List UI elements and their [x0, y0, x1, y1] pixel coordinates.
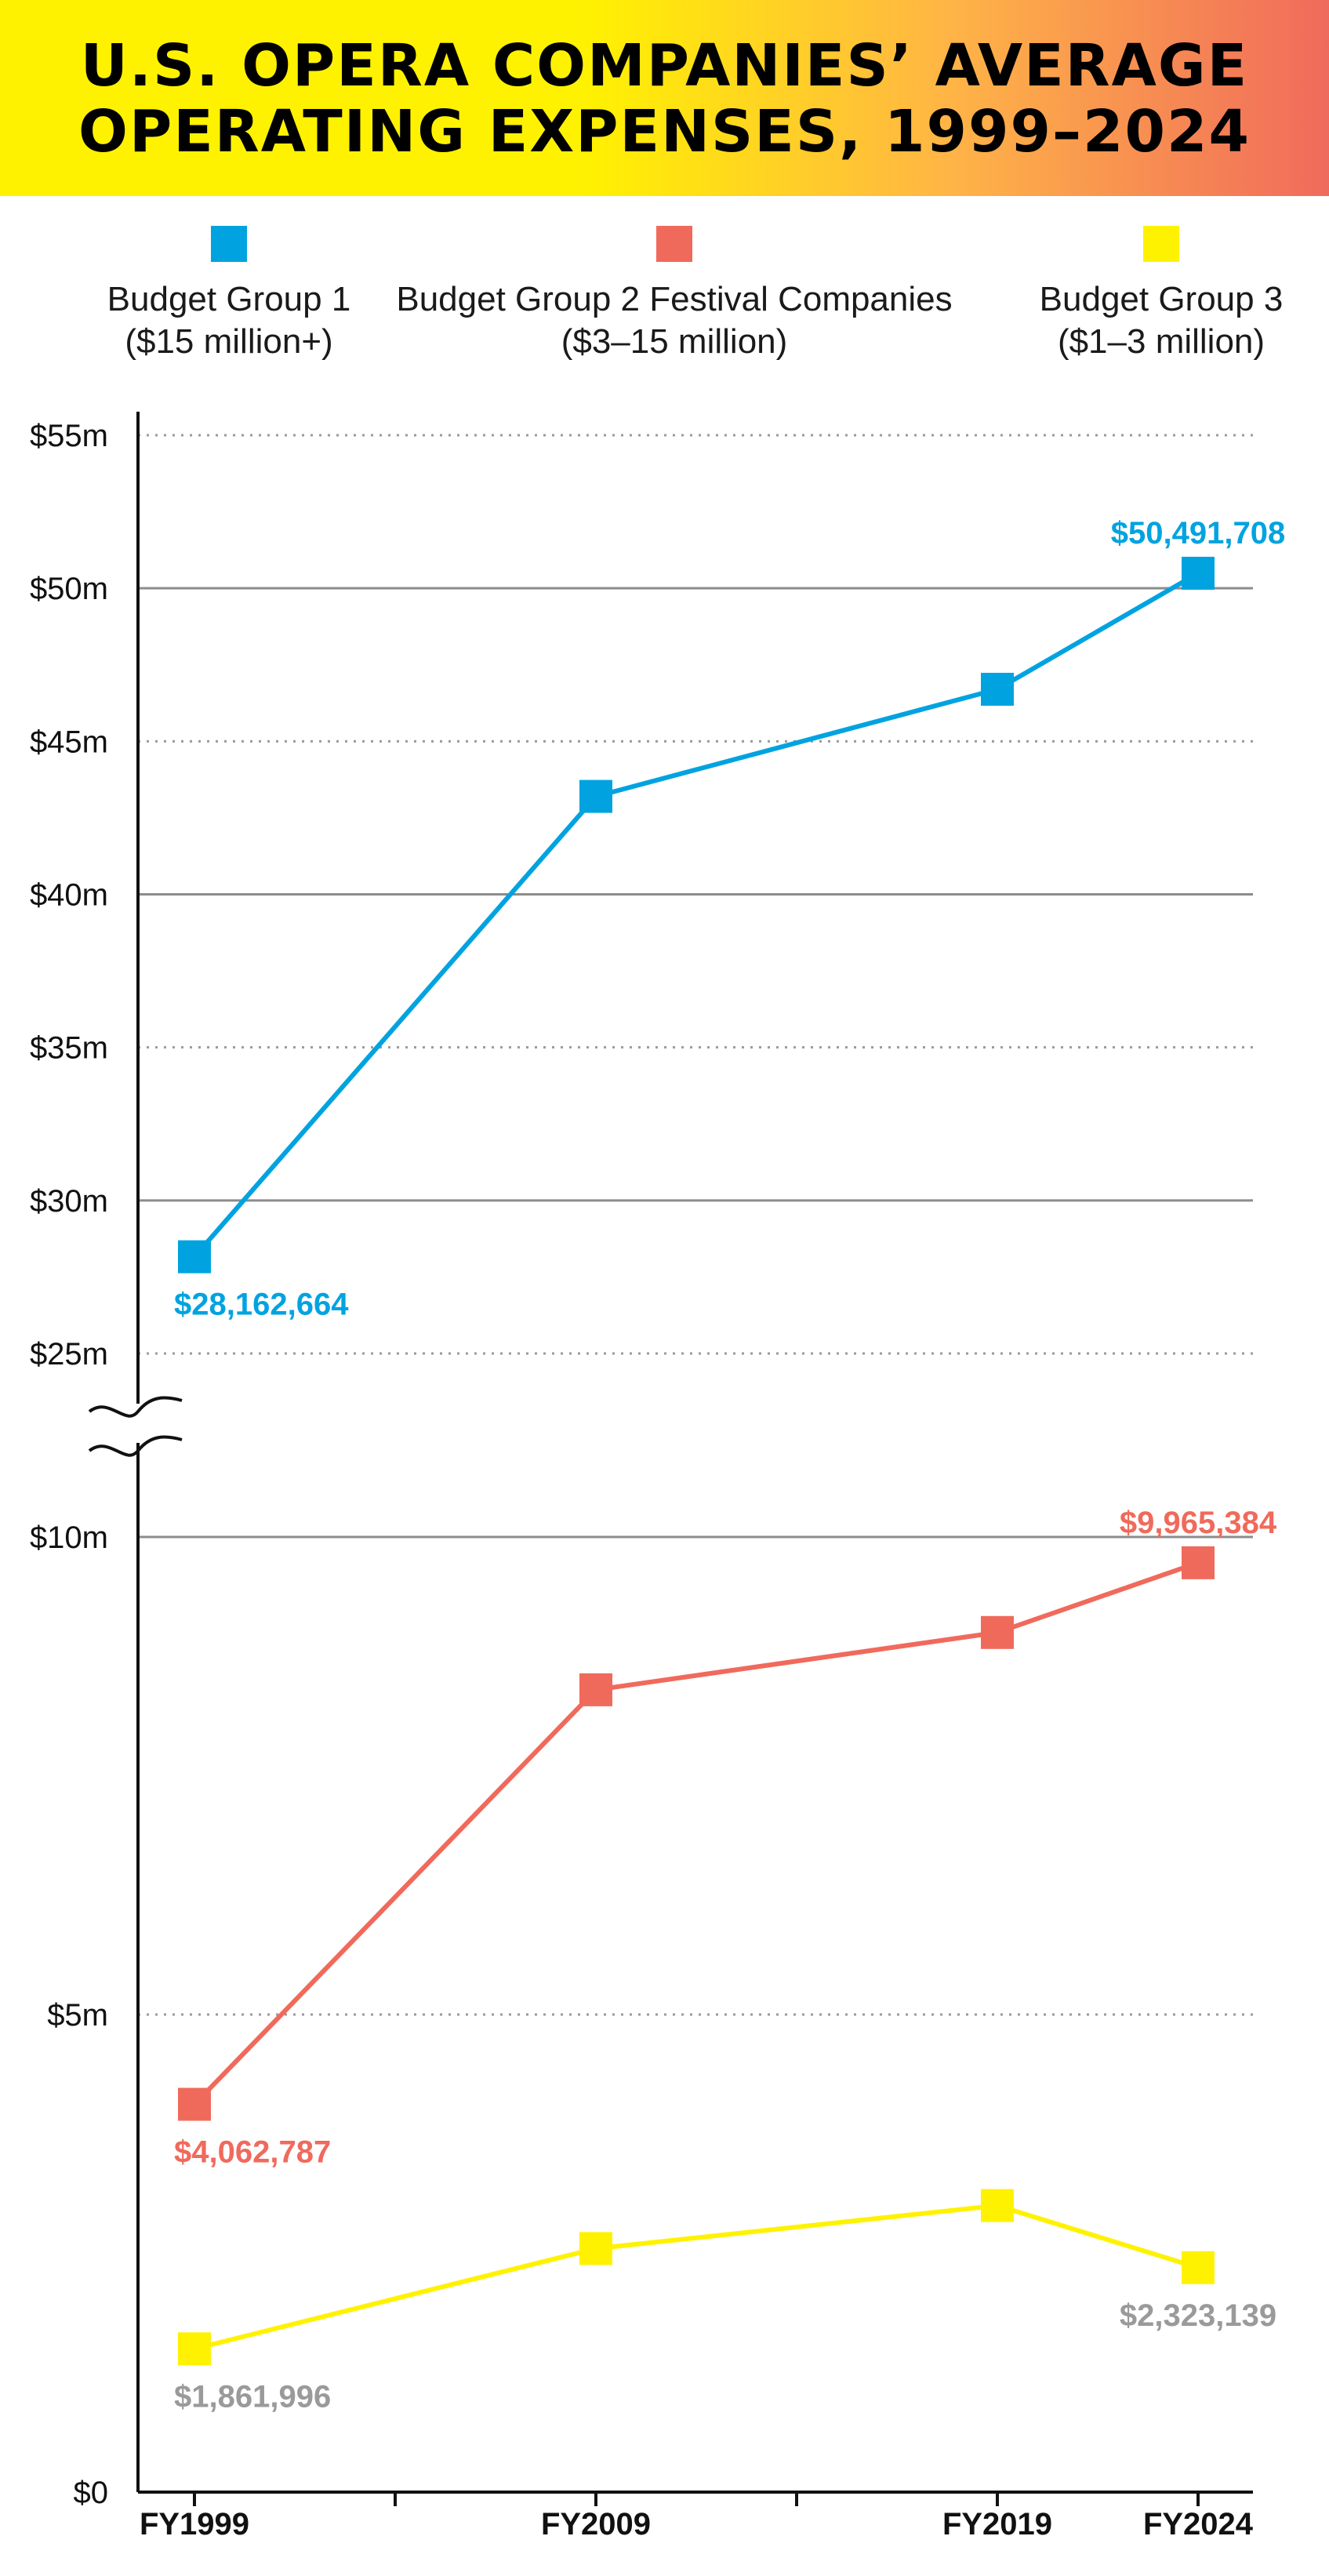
- legend-label-group-2: Budget Group 2 Festival Companies: [396, 280, 953, 318]
- data-point-group-2-fy1999: [178, 2087, 211, 2121]
- data-point-group-1-fy1999: [178, 1240, 211, 1273]
- data-label-group-1-fy2024: $50,491,708: [1111, 516, 1285, 550]
- x-tick-label-fy2019: FY2019: [942, 2507, 1052, 2541]
- data-point-group-2-fy2009: [579, 1673, 612, 1706]
- data-label-group-3-fy2024: $2,323,139: [1120, 2298, 1276, 2333]
- legend-swatch-group-2: [656, 226, 692, 262]
- series-line-group-2: [192, 1560, 1199, 2106]
- y-tick-label-5m: $5m: [47, 1998, 108, 2033]
- x-tick-label-fy2009: FY2009: [541, 2507, 651, 2541]
- legend-item-group-3: Budget Group 3 ($1–3 million): [879, 226, 1329, 364]
- data-point-group-1-fy2009: [579, 779, 612, 813]
- axis-break-mark-upper: [88, 1396, 183, 1418]
- data-label-group-2-fy2024: $9,965,384: [1120, 1506, 1277, 1540]
- data-point-group-1-fy2019: [981, 672, 1014, 706]
- legend-label-group-3: Budget Group 3: [1039, 280, 1284, 318]
- legend-item-group-1: Budget Group 1 ($15 million+): [0, 226, 511, 364]
- legend-range-group-1: ($15 million+): [125, 322, 333, 361]
- y-tick-label-45m: $45m: [30, 725, 108, 759]
- legend-range-group-3: ($1–3 million): [1057, 322, 1265, 361]
- y-tick-label-10m: $10m: [30, 1521, 108, 1555]
- chart-title-line-1: U.S. OPERA COMPANIES’ AVERAGE: [80, 32, 1249, 100]
- chart-title-line-2: OPERATING EXPENSES, 1999–2024: [78, 98, 1251, 165]
- series-line-group-1: [192, 571, 1200, 1259]
- chart-title: U.S. OPERA COMPANIES’ AVERAGE OPERATING …: [0, 33, 1329, 165]
- series-line-group-3: [194, 2203, 1199, 2352]
- legend-swatch-group-3: [1143, 226, 1179, 262]
- y-tick-label-55m: $55m: [30, 419, 108, 453]
- data-point-group-3-fy2009: [579, 2232, 612, 2265]
- y-tick-label-50m: $50m: [30, 572, 108, 606]
- data-label-group-2-fy1999: $4,062,787: [174, 2135, 331, 2169]
- y-tick-label-40m: $40m: [30, 878, 108, 913]
- x-tick-label-fy2024: FY2024: [1143, 2507, 1254, 2541]
- legend-label-group-1: Budget Group 1: [107, 280, 351, 318]
- legend-swatch-group-1: [211, 226, 247, 262]
- legend-item-group-2: Budget Group 2 Festival Companies ($3–15…: [392, 226, 957, 364]
- legend-range-group-2: ($3–15 million): [561, 322, 788, 361]
- data-point-group-2-fy2024: [1182, 1546, 1215, 1579]
- x-tick-label-fy1999: FY1999: [140, 2507, 249, 2541]
- data-label-group-1-fy1999: $28,162,664: [174, 1288, 349, 1322]
- y-tick-label-35m: $35m: [30, 1031, 108, 1066]
- y-tick-label-0: $0: [74, 2476, 109, 2510]
- data-point-group-2-fy2019: [981, 1615, 1014, 1649]
- data-point-group-3-fy1999: [178, 2332, 211, 2366]
- data-point-group-3-fy2019: [981, 2189, 1014, 2222]
- y-tick-label-25m: $25m: [30, 1337, 108, 1372]
- axis-break-mark-lower: [88, 1435, 183, 1457]
- y-tick-label-30m: $30m: [30, 1184, 108, 1219]
- data-point-group-1-fy2024: [1182, 557, 1215, 590]
- data-label-group-3-fy1999: $1,861,996: [174, 2379, 331, 2414]
- title-banner: U.S. OPERA COMPANIES’ AVERAGE OPERATING …: [0, 0, 1329, 196]
- data-point-group-3-fy2024: [1182, 2251, 1215, 2284]
